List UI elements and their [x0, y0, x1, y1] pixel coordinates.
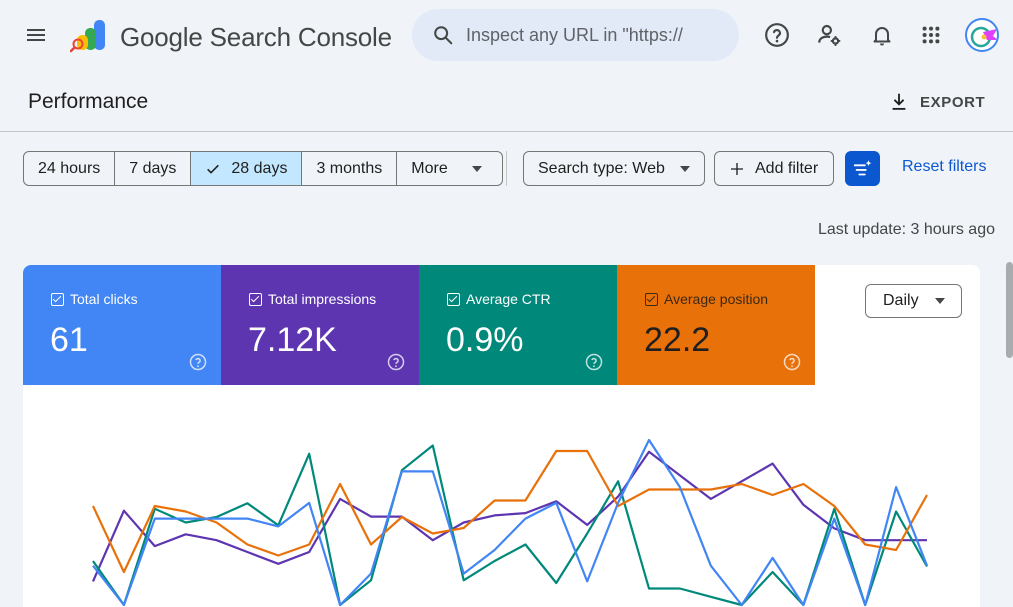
dropdown-arrow-icon	[471, 165, 482, 172]
date-range-3-months[interactable]: 3 months	[302, 152, 398, 185]
checkbox-icon	[249, 292, 262, 306]
user-settings-icon[interactable]	[809, 15, 849, 55]
metric-value: 22.2	[644, 321, 711, 359]
help-icon[interactable]	[387, 353, 405, 371]
metric-label: Average position	[664, 291, 769, 307]
metric-label: Total clicks	[70, 291, 138, 307]
notifications-bell-icon[interactable]	[862, 15, 902, 55]
url-inspection-search[interactable]	[412, 9, 739, 61]
metric-label-row: Average position	[645, 291, 768, 307]
metric-value: 0.9%	[446, 321, 524, 359]
metric-label-row: Total impressions	[249, 291, 376, 307]
metric-label: Average CTR	[466, 291, 551, 307]
date-range-label: 7 days	[129, 159, 177, 177]
url-inspection-input[interactable]	[466, 24, 696, 46]
filter-sparkle-icon	[853, 159, 871, 175]
series-line-total-clicks	[92, 438, 929, 607]
date-range-label: 24 hours	[38, 159, 101, 177]
metric-label: Total impressions	[268, 291, 377, 307]
date-range-24-hours[interactable]: 24 hours	[24, 152, 116, 185]
help-icon[interactable]	[757, 15, 797, 55]
metric-value: 7.12K	[248, 321, 337, 359]
export-button[interactable]: EXPORT	[888, 88, 985, 116]
metric-average-ctr[interactable]: Average CTR 0.9%	[419, 265, 617, 385]
help-icon[interactable]	[189, 353, 207, 371]
apps-grid-icon[interactable]	[911, 15, 951, 55]
metric-value: 61	[50, 321, 88, 359]
search-type-label: Search type: Web	[538, 159, 665, 177]
checkbox-icon	[645, 292, 658, 306]
metric-average-position[interactable]: Average position 22.2	[617, 265, 815, 385]
dropdown-arrow-icon	[680, 165, 690, 172]
account-avatar[interactable]	[965, 18, 999, 52]
date-range-more[interactable]: More	[397, 152, 501, 185]
help-icon[interactable]	[783, 353, 801, 371]
help-icon[interactable]	[585, 353, 603, 371]
page-title: Performance	[28, 90, 149, 113]
metric-label-row: Average CTR	[447, 291, 551, 307]
date-range-label: 28 days	[231, 159, 288, 177]
plus-icon	[731, 162, 743, 175]
performance-card: Total clicks 61 Total impressions 7.12K …	[23, 265, 980, 607]
granularity-dropdown[interactable]: Daily	[865, 284, 962, 318]
date-range-label: 3 months	[316, 159, 383, 177]
series-line-total-impressions	[91, 450, 927, 582]
series-line-average-position	[92, 449, 928, 574]
add-filter-label: Add filter	[755, 159, 819, 177]
search-console-logo[interactable]	[69, 18, 110, 54]
search-icon	[434, 26, 453, 45]
checkbox-icon	[447, 292, 460, 306]
check-icon	[207, 164, 220, 174]
last-update-text: Last update: 3 hours ago	[817, 221, 995, 238]
series-line-average-ctr	[92, 444, 928, 607]
performance-chart	[91, 438, 929, 607]
checkbox-icon	[51, 292, 64, 306]
metric-total-clicks[interactable]: Total clicks 61	[23, 265, 221, 385]
date-range-selector: 24 hours 7 days 28 days 3 months More	[23, 151, 503, 186]
metric-label-row: Total clicks	[51, 291, 138, 307]
top-bar: Google Search Console	[0, 0, 1013, 72]
scrollbar-thumb[interactable]	[1006, 262, 1013, 358]
date-range-label: More	[411, 159, 448, 177]
reset-filters-link[interactable]: Reset filters	[902, 158, 987, 175]
export-label: EXPORT	[920, 93, 986, 111]
granularity-label: Daily	[883, 292, 919, 309]
date-range-7-days[interactable]: 7 days	[115, 152, 192, 185]
page-header: Performance EXPORT	[0, 72, 1013, 132]
filter-options-button[interactable]	[845, 151, 880, 186]
app-title: Google Search Console	[120, 22, 392, 52]
search-type-filter[interactable]: Search type: Web	[523, 151, 705, 186]
download-icon	[892, 93, 906, 110]
dropdown-arrow-icon	[935, 298, 945, 304]
metric-total-impressions[interactable]: Total impressions 7.12K	[221, 265, 419, 385]
date-range-28-days[interactable]: 28 days	[191, 152, 303, 185]
filter-divider	[506, 151, 507, 186]
main-menu-icon[interactable]	[16, 15, 56, 55]
add-filter-button[interactable]: Add filter	[714, 151, 834, 186]
